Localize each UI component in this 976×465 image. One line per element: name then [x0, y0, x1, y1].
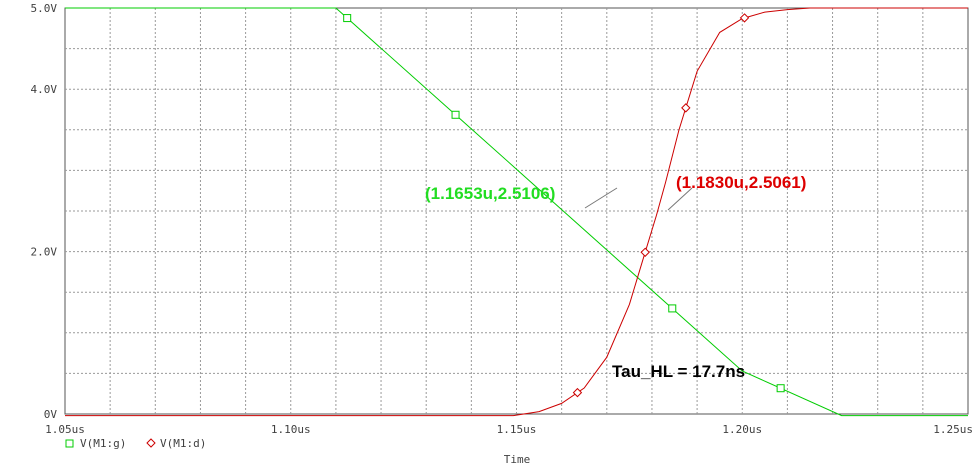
grid — [65, 8, 968, 414]
annotation-label: (1.1830u,2.5061) — [676, 173, 806, 192]
legend: V(M1:g) V(M1:d) — [65, 437, 206, 450]
data-point-marker — [739, 13, 750, 23]
y-tick-label: 4.0V — [31, 83, 58, 96]
data-point-marker — [572, 387, 583, 398]
x-tick-label: 1.10us — [271, 423, 311, 436]
data-point-marker — [343, 14, 352, 23]
legend-marker-diamond — [146, 438, 156, 448]
x-tick-label: 1.20us — [722, 423, 762, 436]
legend-marker-square — [65, 439, 74, 448]
data-point-marker — [451, 110, 460, 119]
y-tick-label: 2.0V — [31, 246, 58, 259]
x-tick-label: 1.25us — [933, 423, 973, 436]
legend-label-drain: V(M1:d) — [160, 437, 206, 450]
tick-labels: 1.05us 1.10us 1.15us 1.20us 1.25us 0V 2.0V 4.0V… — [31, 2, 974, 436]
annotations: (1.1653u,2.5106) (1.1830u,2.5061) Tau_HL =… — [425, 173, 806, 381]
y-tick-label: 0V — [44, 408, 58, 421]
y-tick-label: 5.0V — [31, 2, 58, 15]
series-group — [65, 7, 968, 417]
data-point-marker — [776, 384, 785, 393]
x-axis-label: Time — [504, 453, 531, 465]
x-tick-label: 1.15us — [497, 423, 537, 436]
series-line — [65, 7, 968, 417]
data-point-marker — [681, 103, 691, 113]
x-tick-label: 1.05us — [45, 423, 85, 436]
data-point-marker — [640, 247, 650, 257]
annotation-label: Tau_HL = 17.7ns — [612, 362, 745, 381]
annotation-label: (1.1653u,2.5106) — [425, 184, 555, 203]
data-point-marker — [668, 304, 677, 313]
annotation-leader — [584, 187, 618, 209]
legend-label-gate: V(M1:g) — [80, 437, 126, 450]
series-line — [65, 7, 968, 417]
annotation-leader — [667, 187, 693, 211]
